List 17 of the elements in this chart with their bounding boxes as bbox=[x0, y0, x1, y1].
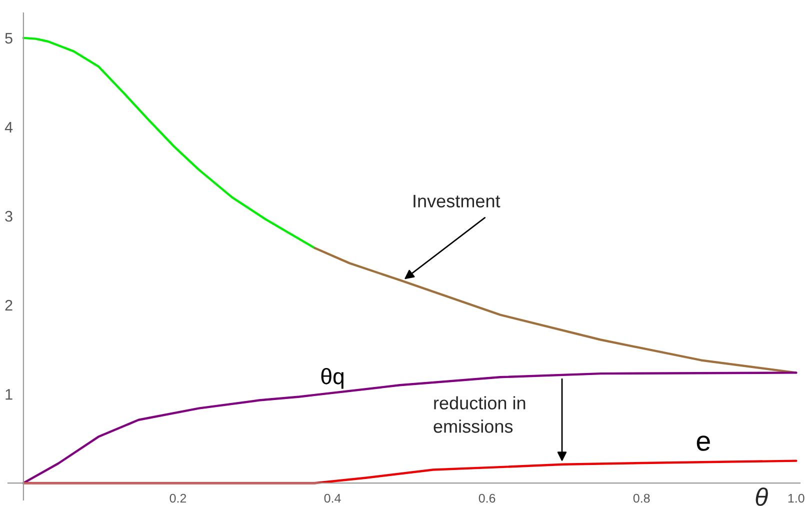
y-tick-label: 5 bbox=[5, 32, 12, 44]
y-tick-label: 1 bbox=[6, 389, 12, 400]
series-label: e bbox=[696, 436, 710, 451]
line-series bbox=[22, 460, 798, 484]
line-series bbox=[22, 36, 316, 250]
y-tick-label: 2 bbox=[5, 300, 12, 311]
x-tick-label: 0.8 bbox=[633, 494, 650, 503]
series-label: θq bbox=[321, 368, 344, 389]
x-axis-title: θ bbox=[756, 488, 768, 506]
y-tick-label: 3 bbox=[5, 210, 12, 222]
y-tick-label: 4 bbox=[4, 122, 13, 132]
annotation: Investment bbox=[414, 194, 500, 208]
x-tick-label: 0.2 bbox=[170, 494, 186, 503]
x-tick-label: 0.6 bbox=[478, 494, 496, 503]
x-tick-label: 1.0 bbox=[788, 494, 804, 503]
annotation: reduction in emissions bbox=[434, 396, 526, 433]
x-tick-label: 0.4 bbox=[324, 494, 341, 503]
